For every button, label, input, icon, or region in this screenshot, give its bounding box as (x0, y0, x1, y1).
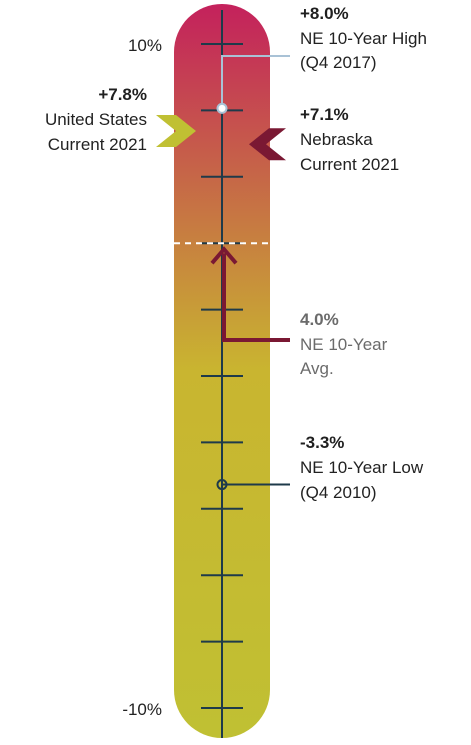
ne-low-label-2: (Q4 2010) (300, 483, 377, 502)
ne-low-label-1: NE 10-Year Low (300, 458, 424, 477)
marker-ne-current: +7.1% Nebraska Current 2021 (249, 105, 399, 174)
ne-avg-arrow (222, 253, 290, 342)
ne-high-label-1: NE 10-Year High (300, 29, 427, 48)
ne-current-chevron-icon (249, 128, 286, 161)
ne-low-value: -3.3% (300, 433, 344, 452)
axis-label-top: 10% (128, 36, 162, 55)
us-current-label-1: United States (45, 110, 147, 129)
marker-us-current: +7.8% United States Current 2021 (45, 85, 196, 154)
ne-current-value: +7.1% (300, 105, 349, 124)
ne-high-connector (221, 55, 290, 109)
ne-avg-label-2: Avg. (300, 359, 334, 378)
marker-ne-avg: 4.0% NE 10-Year Avg. (210, 246, 388, 378)
us-current-chevron-icon (156, 115, 196, 148)
ne-high-label-2: (Q4 2017) (300, 53, 377, 72)
ne-current-label-1: Nebraska (300, 130, 373, 149)
arrow-up-icon (210, 246, 238, 265)
ne-high-value: +8.0% (300, 4, 349, 23)
marker-ne-high: +8.0% NE 10-Year High (Q4 2017) (216, 4, 427, 114)
axis-label-bottom: -10% (122, 700, 162, 719)
marker-ne-low: -3.3% NE 10-Year Low (Q4 2010) (216, 433, 424, 502)
us-current-label-2: Current 2021 (48, 135, 147, 154)
ne-high-dot (216, 102, 228, 114)
ne-current-label-2: Current 2021 (300, 155, 399, 174)
ne-low-dot (216, 479, 228, 491)
ne-avg-label-1: NE 10-Year (300, 335, 388, 354)
ne-avg-value: 4.0% (300, 310, 339, 329)
us-current-value: +7.8% (98, 85, 147, 104)
